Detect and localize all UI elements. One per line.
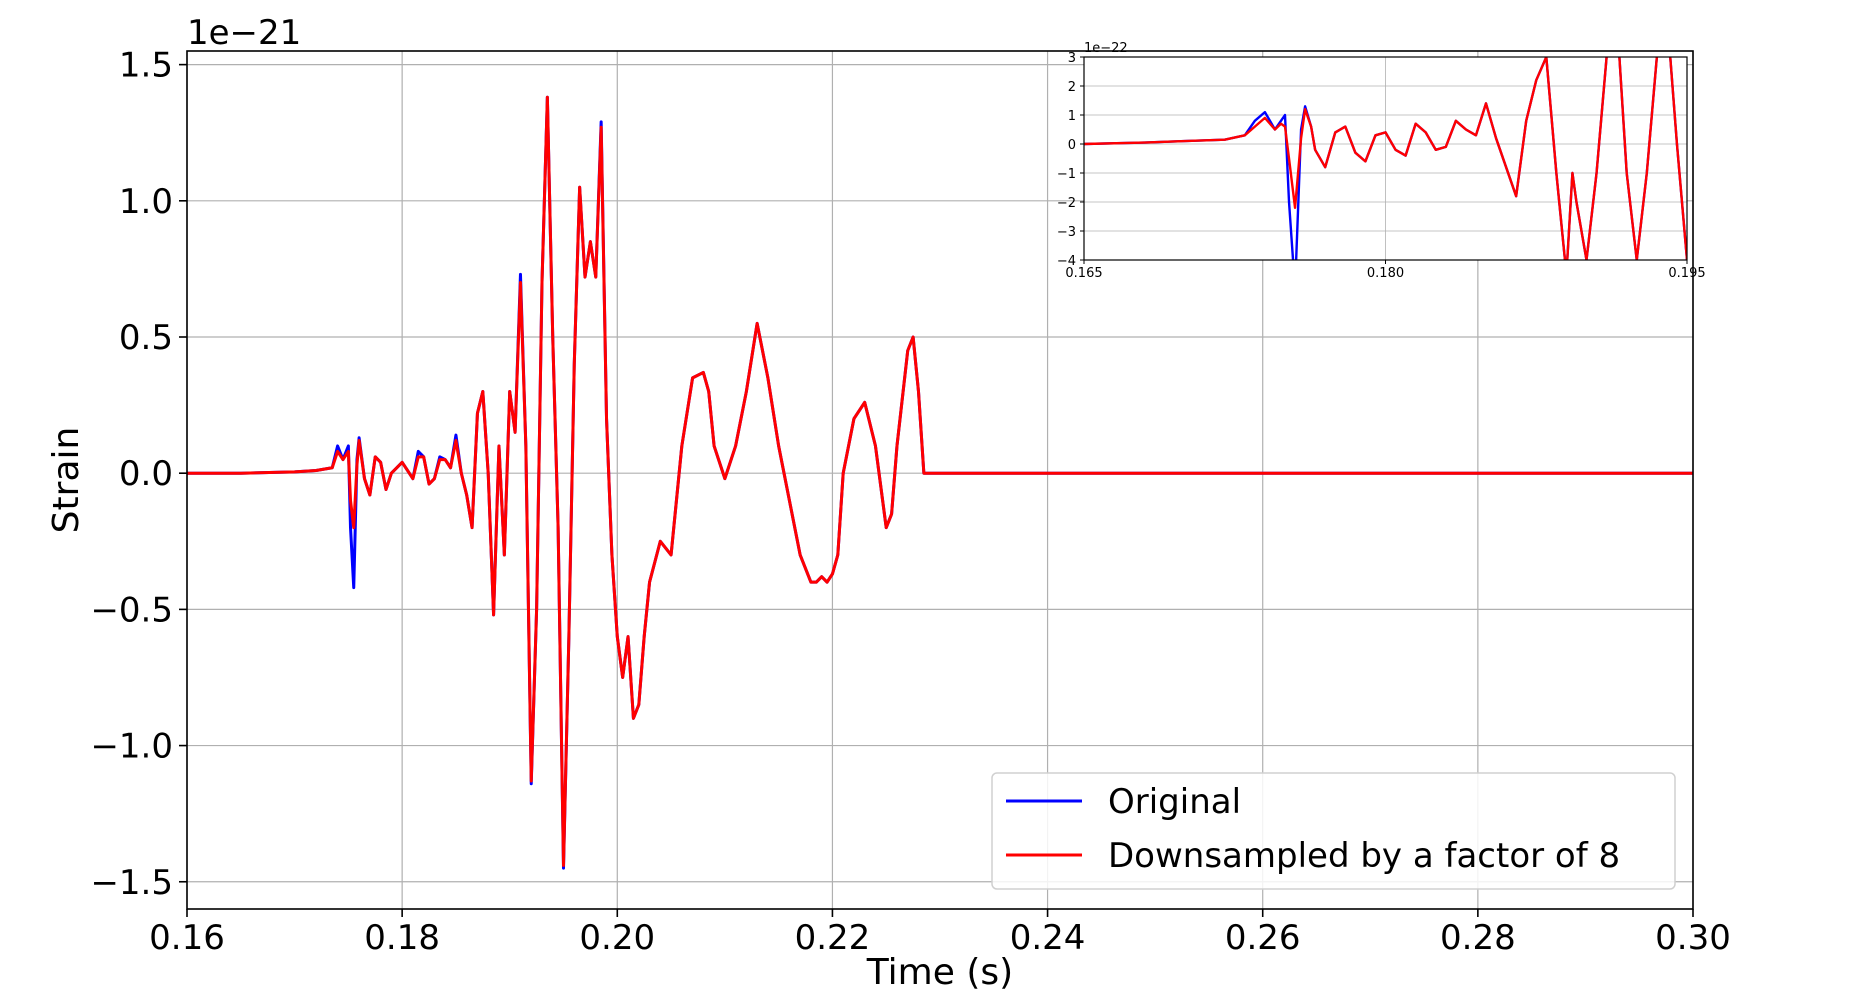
legend-box [991,772,1676,890]
x-tick-label: 0.24 [1010,918,1086,958]
inset-x-ticks: 0.165 0.180 0.195 [1065,260,1706,281]
inset-plot: 0.165 0.180 0.195 −4 −3 −2 −1 0 1 2 3 1e−22 [1057,41,1706,281]
y-offset-label: 1e−21 [187,13,301,53]
y-tick-label: −1.0 [90,727,173,767]
x-tick-label: 0.165 [1065,266,1102,281]
inset-y-ticks: −4 −3 −2 −1 0 1 2 3 [1057,51,1084,269]
x-tick-label: 0.26 [1225,918,1301,958]
x-axis-label: Time (s) [866,952,1013,993]
y-tick-label: 0 [1068,138,1076,153]
y-tick-label: 1.5 [119,46,173,86]
y-tick-label: −1.5 [90,863,173,903]
legend-label-downsampled: Downsampled by a factor of 8 [1108,836,1620,876]
inset-series-group [1084,57,1687,260]
y-tick-label: 0.5 [119,318,173,358]
y-tick-label: 3 [1068,51,1076,66]
x-tick-label: 0.180 [1367,266,1404,281]
inset-y-offset-label: 1e−22 [1084,41,1128,56]
y-tick-label: −0.5 [90,590,173,630]
x-tick-label: 0.16 [149,918,225,958]
x-tick-label: 0.30 [1655,918,1731,958]
main-x-ticks: 0.16 0.18 0.20 0.22 0.24 0.26 0.28 0.30 [149,909,1731,958]
y-axis-label: Strain [46,427,87,534]
y-tick-label: −3 [1057,225,1076,240]
y-tick-label: 1 [1068,109,1076,124]
x-tick-label: 0.28 [1440,918,1516,958]
x-tick-label: 0.18 [364,918,440,958]
y-tick-label: −2 [1057,196,1076,211]
y-tick-label: 0.0 [119,454,173,494]
y-tick-label: −1 [1057,167,1076,182]
legend: Original Downsampled by a factor of 8 [991,772,1676,890]
y-tick-label: 1.0 [119,182,173,222]
main-plot-frame [186,50,1694,910]
x-tick-label: 0.22 [795,918,871,958]
y-tick-label: −4 [1057,254,1076,269]
series-line-downsampled [187,95,1693,867]
main-series-group [187,95,1693,870]
x-tick-label: 0.20 [579,918,655,958]
main-y-ticks: −1.5 −1.0 −0.5 0.0 0.5 1.0 1.5 [90,46,187,903]
x-tick-label: 0.195 [1668,266,1705,281]
series-line-downsampled [1084,57,1687,260]
legend-label-original: Original [1108,782,1241,822]
y-tick-label: 2 [1068,80,1076,95]
